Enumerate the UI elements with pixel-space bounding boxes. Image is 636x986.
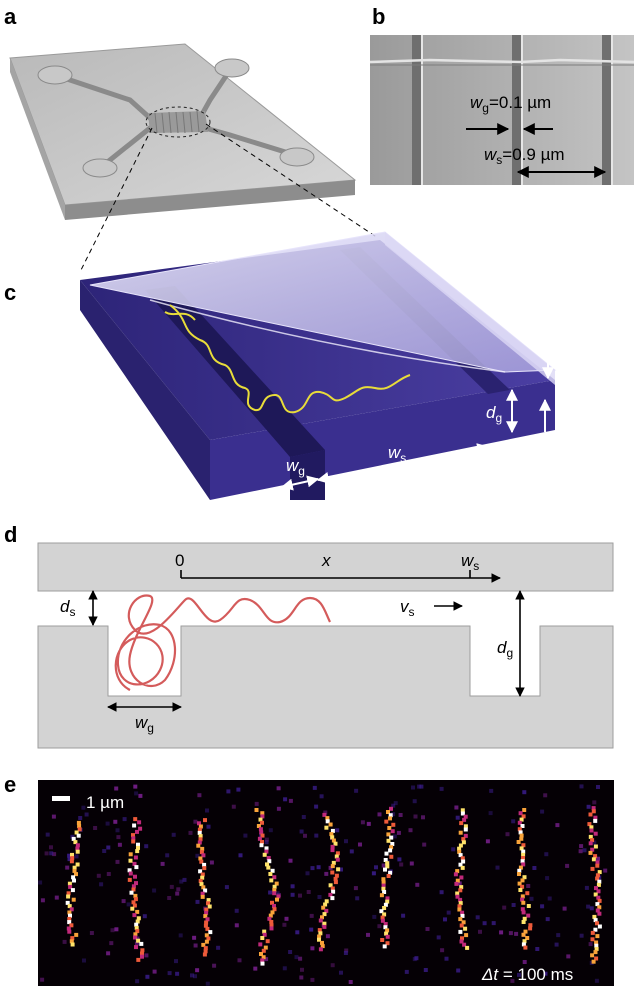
e-noise (38, 784, 608, 986)
sem-ws-annotation: ws=0.9 µm (484, 145, 607, 178)
sem-wg-label: wg=0.1 µm (470, 93, 551, 115)
substrate-left (80, 280, 210, 500)
chip-slit-array (145, 106, 211, 138)
panel-d: d 0 x ws ds vs dg wg (4, 522, 614, 749)
d-x-label: x (321, 551, 331, 570)
d-wg-label: wg (135, 713, 154, 735)
sem-grooves (369, 35, 635, 185)
sem-ws-label: ws=0.9 µm (484, 145, 565, 167)
chip-port (37, 65, 73, 85)
e-scalebar (52, 796, 70, 801)
chip-port (82, 158, 118, 178)
e-molecule-traces (65, 806, 602, 966)
d-vs-label: vs (400, 597, 415, 619)
c-dg-annotation: dg (486, 388, 518, 434)
c-wg-annotation: wg (280, 456, 320, 491)
c-wg-label: wg (286, 456, 305, 478)
panel-a-label: a (4, 4, 17, 29)
panel-d-label: d (4, 522, 17, 547)
panel-e-label: e (4, 772, 16, 797)
zoom-line-right (205, 123, 379, 239)
panel-a: a (4, 4, 379, 273)
sem-wg-annotation: wg=0.1 µm (466, 93, 553, 135)
groove-left (145, 286, 325, 457)
d-ds-label: ds (60, 597, 75, 619)
c-ds-annotation: ds (539, 345, 571, 432)
d-zero-label: 0 (175, 551, 184, 570)
panel-b: b wg=0.1 µm ws=0.9 µm (369, 4, 635, 185)
panel-c: c ds dg ws wg (4, 231, 571, 500)
chip-port (214, 58, 250, 78)
d-lid (37, 542, 614, 592)
c-ws-label: ws (388, 443, 406, 465)
d-ws-label: ws (461, 551, 479, 573)
d-dna-coil (114, 594, 331, 691)
dna-trace (169, 304, 411, 414)
panel-c-label: c (4, 280, 16, 305)
panel-e: e 1 µm Δt = 100 ms (4, 772, 614, 986)
c-dg-label: dg (486, 403, 502, 425)
e-scalebar-label: 1 µm (86, 793, 124, 812)
d-dg-label: dg (497, 638, 513, 660)
c-ws-annotation: ws (316, 443, 490, 484)
chip-port (279, 147, 315, 167)
c-ds-label: ds (556, 403, 571, 425)
d-substrate (37, 625, 614, 749)
e-dt-label: Δt = 100 ms (481, 965, 573, 984)
chip (9, 43, 357, 220)
panel-b-label: b (372, 4, 385, 29)
